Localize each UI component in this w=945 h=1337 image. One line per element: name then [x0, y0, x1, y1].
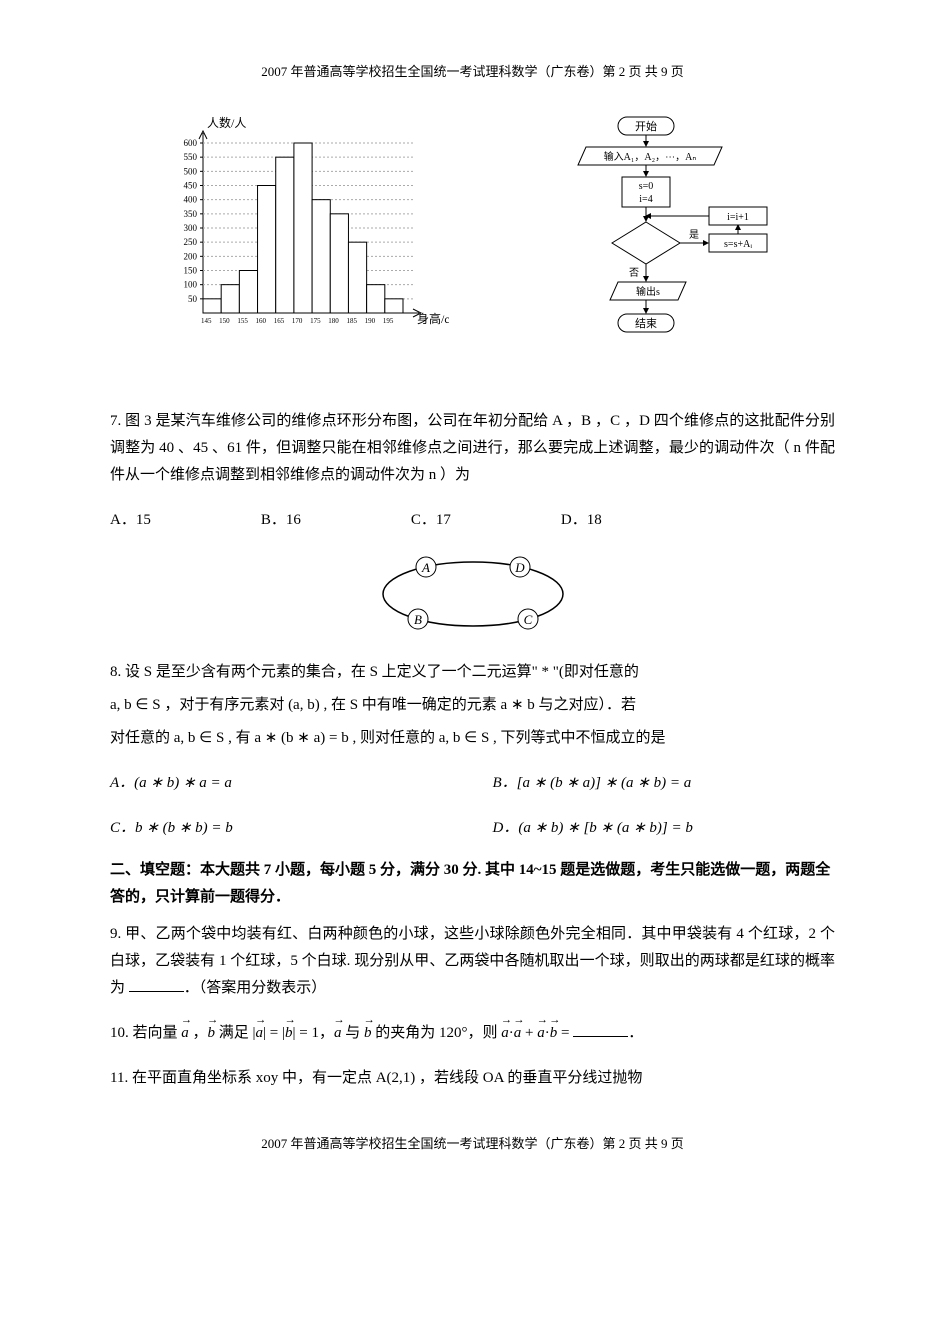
svg-text:450: 450 — [183, 181, 197, 191]
q8-opt-b: B．[a ∗ (b ∗ a)] ∗ (a ∗ b) = a — [493, 770, 836, 797]
svg-text:C: C — [523, 612, 532, 627]
svg-text:400: 400 — [183, 195, 197, 205]
svg-text:150: 150 — [183, 266, 197, 276]
svg-text:250: 250 — [183, 238, 197, 248]
flow-end: 结束 — [635, 317, 657, 330]
figures-row: 人数/人 50 100 150 200 250 300 350 400 450 500 550 600… — [110, 113, 835, 373]
svg-text:145: 145 — [201, 317, 212, 325]
svg-text:175: 175 — [310, 317, 321, 325]
ring-diagram: A D B C — [110, 549, 835, 639]
svg-text:100: 100 — [183, 280, 197, 290]
q8-line1: 8. 设 S 是至少含有两个元素的集合，在 S 上定义了一个二元运算" * "(… — [110, 659, 835, 686]
question-9: 9. 甲、乙两个袋中均装有红、白两种颜色的小球，这些小球除颜色外完全相同．其中甲… — [110, 921, 835, 1002]
section-2-header: 二、填空题：本大题共 7 小题，每小题 5 分，满分 30 分. 其中 14~1… — [110, 857, 835, 911]
flowchart: 开始 输入A₁，A₂，⋯，Aₙ s=0 i=4 是 s=s+Aᵢ i=i+1 — [546, 113, 786, 373]
svg-text:160: 160 — [255, 317, 266, 325]
q8-line3: 对任意的 a, b ∈ S , 有 a ∗ (b ∗ a) = b , 则对任意… — [110, 725, 835, 752]
flow-no: 否 — [629, 267, 639, 279]
flow-output: 输出s — [636, 285, 660, 298]
flow-yes: 是 — [689, 229, 699, 241]
question-10: 10. 若向量 a ，b 满足 |a| = |b| = 1，a 与 b 的夹角为… — [110, 1020, 835, 1047]
histogram: 人数/人 50 100 150 200 250 300 350 400 450 500 550 600… — [159, 113, 449, 363]
histogram-ylabel: 人数/人 — [207, 115, 246, 130]
svg-text:190: 190 — [364, 317, 375, 325]
q9-blank — [129, 977, 184, 992]
q7-opt-b: B．16 — [261, 507, 301, 534]
flow-input: 输入A₁，A₂，⋯，Aₙ — [604, 150, 697, 163]
question-11: 11. 在平面直角坐标系 xoy 中，有一定点 A(2,1) ，若线段 OA 的… — [110, 1065, 835, 1092]
q10-blank — [573, 1022, 628, 1037]
q7-options: A．15 B．16 C．17 D．18 — [110, 507, 835, 534]
flow-accum: s=s+Aᵢ — [724, 239, 752, 250]
q7-text: 7. 图 3 是某汽车维修公司的维修点环形分布图，公司在年初分配给 A ，B ，… — [110, 413, 835, 483]
svg-text:A: A — [421, 560, 430, 575]
flow-init-s: s=0 — [639, 181, 654, 192]
q7-opt-c: C．17 — [411, 507, 451, 534]
q8-opt-a: A．(a ∗ b) ∗ a = a — [110, 770, 453, 797]
svg-text:300: 300 — [183, 223, 197, 233]
question-8: 8. 设 S 是至少含有两个元素的集合，在 S 上定义了一个二元运算" * "(… — [110, 659, 835, 752]
q7-opt-d: D．18 — [561, 507, 602, 534]
svg-text:B: B — [414, 612, 422, 627]
svg-text:180: 180 — [328, 317, 339, 325]
svg-text:155: 155 — [237, 317, 248, 325]
histogram-xlabel: 身高/cm — [417, 311, 449, 326]
q8-line2: a, b ∈ S ，对于有序元素对 (a, b) , 在 S 中有唯一确定的元素… — [110, 692, 835, 719]
svg-text:350: 350 — [183, 209, 197, 219]
q8-opt-d: D．(a ∗ b) ∗ [b ∗ (a ∗ b)] = b — [493, 815, 836, 842]
svg-text:50: 50 — [188, 294, 198, 304]
svg-text:150: 150 — [219, 317, 230, 325]
page-header: 2007 年普通高等学校招生全国统一考试理科数学（广东卷）第 2 页 共 9 页 — [110, 60, 835, 83]
question-7: 7. 图 3 是某汽车维修公司的维修点环形分布图，公司在年初分配给 A ，B ，… — [110, 408, 835, 489]
q8-opt-c: C．b ∗ (b ∗ b) = b — [110, 815, 453, 842]
svg-text:600: 600 — [183, 138, 197, 148]
svg-text:185: 185 — [346, 317, 357, 325]
page-footer: 2007 年普通高等学校招生全国统一考试理科数学（广东卷）第 2 页 共 9 页 — [110, 1132, 835, 1155]
flow-start: 开始 — [635, 119, 657, 133]
svg-text:D: D — [514, 560, 525, 575]
svg-text:195: 195 — [383, 317, 394, 325]
svg-text:170: 170 — [292, 317, 303, 325]
flow-inc: i=i+1 — [727, 212, 749, 223]
svg-text:200: 200 — [183, 252, 197, 262]
svg-text:500: 500 — [183, 167, 197, 177]
q8-options: A．(a ∗ b) ∗ a = a B．[a ∗ (b ∗ a)] ∗ (a ∗… — [110, 770, 835, 842]
flow-init-i: i=4 — [640, 194, 653, 205]
svg-text:550: 550 — [183, 153, 197, 163]
svg-text:165: 165 — [273, 317, 284, 325]
q7-opt-a: A．15 — [110, 507, 151, 534]
